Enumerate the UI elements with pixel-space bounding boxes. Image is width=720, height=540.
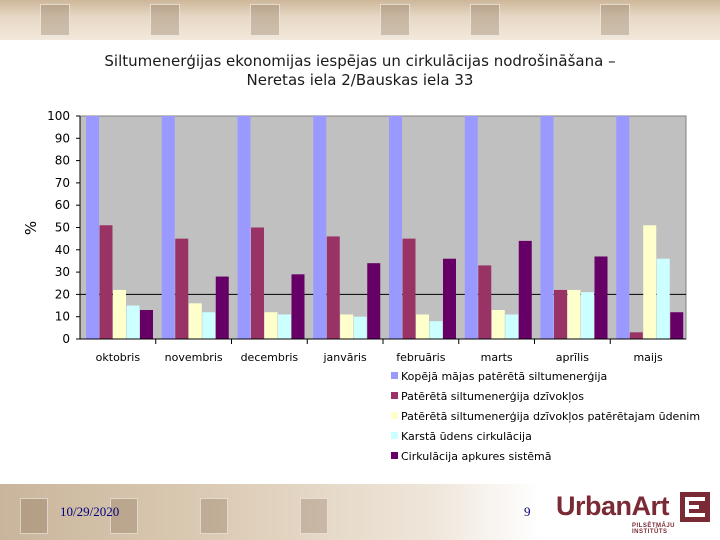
y-tick-label: 70 [55, 176, 70, 190]
legend-entry: Patērētā siltumenerģija dzīvokļos patērē… [401, 410, 700, 423]
bar [643, 225, 657, 339]
slide-date: 10/29/2020 [60, 504, 120, 519]
logo-wordmark: UrbanArt [556, 491, 670, 521]
bar [313, 116, 327, 339]
legend-entry: Patērētā siltumenerģija dzīvokļos [401, 390, 584, 403]
bar [264, 312, 278, 339]
slide-title: Siltumenerģijas ekonomijas iespējas un c… [60, 52, 660, 90]
bar [140, 310, 153, 339]
legend-entry: Cirkulācija apkures sistēmā [401, 450, 552, 463]
logo-subtitle: PILSĒTMĀJU INSTITŪTS [632, 523, 676, 535]
bar [629, 332, 643, 339]
x-tick-label: novembris [165, 351, 223, 364]
bar [237, 116, 251, 339]
bar [581, 292, 594, 339]
footer-building-photo [0, 484, 720, 540]
bar [367, 263, 381, 339]
x-tick-label: aprīlis [556, 351, 589, 364]
bar [491, 310, 505, 339]
bar [554, 289, 567, 339]
bar [86, 116, 99, 339]
y-tick-label: 80 [55, 154, 70, 168]
bar [478, 265, 492, 339]
slide-title-line-2: Neretas iela 2/Bauskas iela 33 [246, 71, 474, 89]
y-tick-label: 60 [55, 198, 70, 212]
photo-window [470, 4, 500, 36]
bar [416, 314, 429, 339]
bar [202, 312, 216, 339]
bar [326, 236, 340, 339]
photo-window [40, 4, 70, 36]
y-tick-label: 90 [55, 131, 70, 145]
y-tick-label: 10 [55, 310, 70, 324]
bar [99, 225, 113, 339]
y-tick-label: 40 [55, 243, 70, 257]
legend-swatch [391, 392, 398, 399]
bar [505, 314, 519, 339]
y-tick-label: 50 [55, 221, 70, 235]
bar [670, 312, 684, 339]
header-building-photo [0, 0, 720, 40]
page-number: 9 [524, 504, 531, 519]
y-tick-label: 20 [55, 287, 70, 301]
urbanart-logo: UrbanArt PILSĒTMĀJU INSTITŪTS [556, 490, 712, 535]
bar [353, 316, 367, 339]
x-tick-label: februāris [396, 351, 445, 364]
y-tick-label: 0 [62, 332, 70, 346]
bar [175, 238, 189, 339]
bar [540, 116, 554, 339]
bar [389, 116, 402, 339]
photo-window [110, 498, 138, 534]
legend-entry: Karstā ūdens cirkulācija [401, 430, 532, 443]
slide-title-line-1: Siltumenerģijas ekonomijas iespējas un c… [104, 52, 616, 70]
bar [291, 274, 305, 339]
photo-window [600, 4, 630, 36]
legend-swatch [391, 452, 398, 459]
bar [443, 258, 456, 339]
bar [251, 227, 264, 339]
bar [429, 321, 443, 339]
legend-entry: Kopējā mājas patērētā siltumenerģija [401, 370, 607, 383]
x-tick-label: maijs [633, 351, 663, 364]
photo-window [20, 498, 48, 534]
bar [215, 276, 229, 339]
photo-window [380, 4, 410, 36]
x-tick-label: oktobris [96, 351, 141, 364]
bar-chart: 0 10 20 30 40 50 60 70 80 90 100% oktobris novembris… [22, 109, 700, 463]
x-tick-label: decembris [241, 351, 299, 364]
photo-window [150, 4, 180, 36]
photo-window [300, 498, 328, 534]
logo-mark-icon [680, 492, 710, 522]
legend-swatch [391, 372, 398, 379]
bar [616, 116, 630, 339]
y-tick-label: 30 [55, 265, 70, 279]
photo-window [250, 4, 280, 36]
legend-swatch [391, 412, 398, 419]
x-tick-label: marts [481, 351, 513, 364]
bar [278, 314, 291, 339]
legend-swatch [391, 432, 398, 439]
bar [161, 116, 175, 339]
bar [188, 303, 202, 339]
bar [340, 314, 354, 339]
bar [567, 289, 581, 339]
bar [518, 240, 532, 339]
bar [656, 258, 670, 339]
x-tick-label: janvāris [322, 351, 367, 364]
bar [113, 289, 126, 339]
bar [594, 256, 608, 339]
photo-window [200, 498, 228, 534]
bar [464, 116, 478, 339]
y-axis-label: % [22, 221, 40, 235]
y-tick-label: 100 [47, 109, 70, 123]
bar [126, 305, 140, 339]
bar [402, 238, 416, 339]
